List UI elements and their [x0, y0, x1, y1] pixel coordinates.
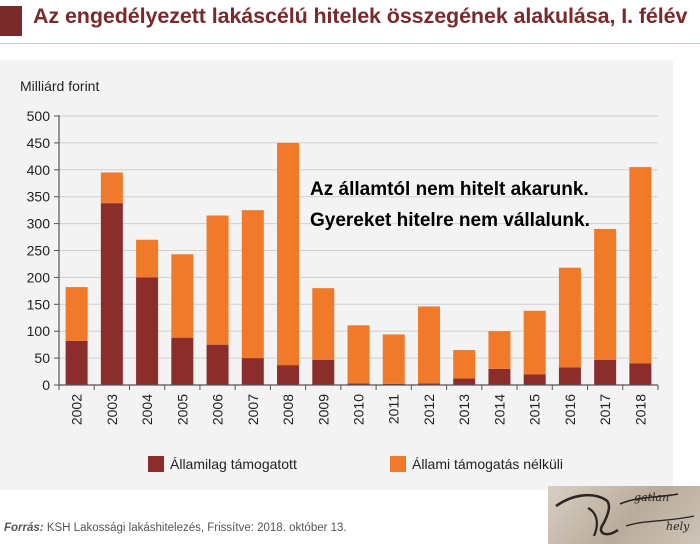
- y-tick-label: 300: [27, 216, 51, 232]
- x-tick-label: 2002: [69, 394, 85, 425]
- bar-segment-unsupported: [629, 167, 652, 364]
- y-tick-label: 0: [42, 377, 50, 393]
- source-note: Forrás: KSH Lakossági lakáshitelezés, Fr…: [4, 522, 347, 534]
- bar-segment-supported: [100, 203, 123, 385]
- bar-segment-supported: [241, 358, 264, 385]
- bar-segment-supported: [312, 359, 335, 385]
- x-tick-label: 2015: [527, 394, 543, 425]
- bar-segment-unsupported: [523, 310, 546, 375]
- y-tick-label: 500: [27, 108, 51, 124]
- bar-segment-supported: [629, 363, 652, 385]
- bar-segment-supported: [277, 365, 300, 385]
- bar-segment-unsupported: [558, 267, 581, 368]
- y-axis-label: Milliárd forint: [20, 78, 99, 94]
- x-tick-label: 2004: [139, 394, 155, 425]
- x-tick-label: 2010: [351, 394, 367, 425]
- legend: Államilag támogatott Állami támogatás nél…: [148, 456, 563, 472]
- x-tick-label: 2014: [491, 394, 507, 425]
- source-text: KSH Lakossági lakáshitelezés, Frissítve:…: [46, 522, 347, 534]
- x-tick-label: 2012: [421, 394, 437, 425]
- y-tick-label: 450: [27, 135, 51, 151]
- bar-segment-unsupported: [347, 325, 370, 384]
- bar-segment-unsupported: [206, 215, 229, 345]
- bar-segment-unsupported: [417, 306, 440, 384]
- bar-segment-supported: [65, 340, 88, 385]
- x-tick-label: 2013: [456, 394, 472, 425]
- svg-text:hely: hely: [666, 520, 690, 533]
- bar-segment-supported: [417, 383, 440, 385]
- x-tick-label: 2018: [632, 394, 648, 425]
- source-label: Forrás:: [4, 522, 44, 534]
- x-tick-label: 2003: [104, 394, 120, 425]
- page-title: Az engedélyezett lakáscélú hitelek össze…: [33, 4, 688, 28]
- logo: gatlan hely: [548, 486, 700, 544]
- bar-segment-supported: [206, 344, 229, 385]
- bar-segment-unsupported: [100, 172, 123, 204]
- bar-segment-unsupported: [594, 228, 617, 360]
- y-tick-label: 200: [27, 269, 51, 285]
- bar-segment-unsupported: [382, 334, 405, 384]
- x-tick-label: 2009: [315, 394, 331, 425]
- y-tick-label: 50: [34, 350, 50, 366]
- y-tick-label: 100: [27, 323, 51, 339]
- bar-segment-unsupported: [488, 331, 511, 369]
- bar-segment-unsupported: [453, 350, 476, 379]
- x-tick-label: 2017: [597, 394, 613, 425]
- title-accent-block: [0, 6, 22, 36]
- bar-segment-unsupported: [136, 239, 159, 278]
- y-tick-label: 400: [27, 162, 51, 178]
- gridlines: [59, 115, 658, 359]
- title-divider: [0, 43, 700, 44]
- bar-segment-unsupported: [241, 210, 264, 359]
- bar-segment-unsupported: [312, 288, 335, 360]
- x-tick-label: 2016: [562, 394, 578, 425]
- legend-swatch: [148, 456, 164, 472]
- chart-panel: 0 50 100 150 200 250 300 350 400 450 500 2002 2003 20…: [0, 60, 673, 490]
- stacked-bar-chart: 0 50 100 150 200 250 300 350 400 450 500 2002 2003 20…: [20, 78, 659, 472]
- x-tick-label: 2007: [245, 394, 261, 425]
- bar-segment-supported: [453, 378, 476, 385]
- legend-label: Állami támogatás nélküli: [412, 456, 563, 472]
- bar-segment-supported: [171, 337, 194, 385]
- bar-segment-supported: [488, 368, 511, 385]
- x-tick-label: 2005: [174, 394, 190, 425]
- bar-segment-supported: [347, 383, 370, 385]
- bar-segment-supported: [136, 277, 159, 385]
- title-bar: Az engedélyezett lakáscélú hitelek össze…: [0, 0, 700, 44]
- annotation: Az államtól nem hitelt akarunk. Gyereket …: [310, 179, 590, 231]
- bar-segment-supported: [523, 374, 546, 385]
- svg-text:gatlan: gatlan: [634, 491, 669, 504]
- annotation-line: Gyereket hitelre nem vállalunk.: [310, 210, 590, 231]
- x-tick-label: 2008: [280, 394, 296, 425]
- bar-segment-unsupported: [171, 254, 194, 338]
- x-tick-label: 2011: [386, 394, 402, 424]
- y-tick-label: 350: [27, 189, 51, 205]
- bars: [65, 142, 652, 385]
- y-tick-label: 150: [27, 296, 51, 312]
- legend-swatch: [390, 456, 406, 472]
- annotation-line: Az államtól nem hitelt akarunk.: [310, 179, 589, 200]
- bar-segment-unsupported: [277, 142, 300, 366]
- bar-segment-supported: [558, 367, 581, 385]
- bar-segment-unsupported: [65, 287, 88, 341]
- x-tick-label: 2006: [210, 394, 226, 425]
- y-tick-label: 250: [27, 243, 51, 259]
- legend-label: Államilag támogatott: [170, 456, 297, 472]
- axes: 0 50 100 150 200 250 300 350 400 450 500 2002 2003 20…: [27, 108, 659, 425]
- bar-segment-supported: [594, 359, 617, 385]
- logo-signature-graphic: gatlan hely: [555, 491, 695, 537]
